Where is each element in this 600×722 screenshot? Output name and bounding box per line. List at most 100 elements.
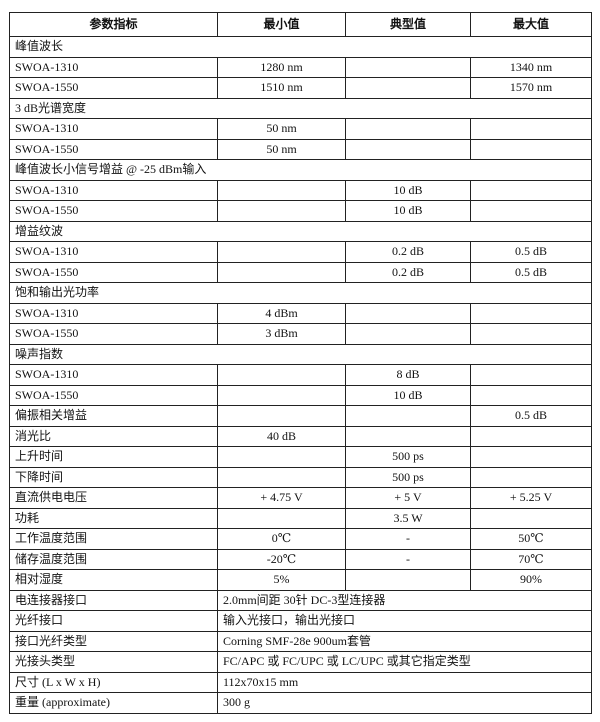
table-row: SWOA-1550 10 dB <box>9 200 592 222</box>
parameter-cell: 重量 (approximate) <box>9 692 218 714</box>
max-cell: 0.5 dB <box>470 405 592 427</box>
header-typical: 典型值 <box>345 12 471 37</box>
section-row: 增益纹波 <box>9 220 592 242</box>
typical-cell: - <box>345 528 471 550</box>
parameter-cell: SWOA-1550 <box>9 261 218 283</box>
value-cell: FC/APC 或 FC/UPC 或 LC/UPC 或其它指定类型 <box>217 651 592 673</box>
parameter-cell: 尺寸 (L x W x H) <box>9 671 218 693</box>
table-row: 光纤接口 输入光接口，输出光接口 <box>9 610 592 632</box>
min-cell <box>217 466 346 488</box>
min-cell: 1510 nm <box>217 77 346 99</box>
typical-cell <box>345 569 471 591</box>
min-cell: 3 dBm <box>217 323 346 345</box>
min-cell: 50 nm <box>217 138 346 160</box>
min-cell: + 4.75 V <box>217 487 346 509</box>
typical-cell: 3.5 W <box>345 507 471 529</box>
min-cell: 50 nm <box>217 118 346 140</box>
table-row: 直流供电电压 + 4.75 V + 5 V + 5.25 V <box>9 487 592 509</box>
table-row: SWOA-1310 50 nm <box>9 118 592 140</box>
min-cell <box>217 261 346 283</box>
table-row: 消光比 40 dB <box>9 425 592 447</box>
typical-cell: + 5 V <box>345 487 471 509</box>
typical-cell: 10 dB <box>345 384 471 406</box>
parameter-cell: 下降时间 <box>9 466 218 488</box>
typical-cell <box>345 302 471 324</box>
table-row: 储存温度范围 -20℃ -70℃ <box>9 548 592 570</box>
typical-cell: - <box>345 548 471 570</box>
typical-cell: 0.2 dB <box>345 261 471 283</box>
min-cell: 1280 nm <box>217 56 346 78</box>
header-parameter: 参数指标 <box>9 12 218 37</box>
max-cell <box>470 179 592 201</box>
table-row: 电连接器接口 2.0mm间距 30针 DC-3型连接器 <box>9 589 592 611</box>
table-row: SWOA-1550 3 dBm <box>9 323 592 345</box>
section-title: 峰值波长 <box>9 36 592 58</box>
table-row: 相对湿度 5% 90% <box>9 569 592 591</box>
parameter-cell: SWOA-1550 <box>9 77 218 99</box>
table-row: 功耗 3.5 W <box>9 507 592 529</box>
parameter-cell: SWOA-1310 <box>9 56 218 78</box>
typical-cell <box>345 425 471 447</box>
table-row: SWOA-1310 10 dB <box>9 179 592 201</box>
table-row: 偏振相关增益 0.5 dB <box>9 405 592 427</box>
typical-cell <box>345 405 471 427</box>
section-row: 饱和输出光功率 <box>9 282 592 304</box>
table-row: SWOA-1550 1510 nm 1570 nm <box>9 77 592 99</box>
table-row: SWOA-1310 1280 nm 1340 nm <box>9 56 592 78</box>
table-row: 下降时间 500 ps <box>9 466 592 488</box>
max-cell: + 5.25 V <box>470 487 592 509</box>
max-cell: 0.5 dB <box>470 241 592 263</box>
max-cell <box>470 138 592 160</box>
parameter-cell: SWOA-1310 <box>9 118 218 140</box>
section-title: 峰值波长小信号增益 @ -25 dBm输入 <box>9 159 592 181</box>
parameter-cell: SWOA-1550 <box>9 384 218 406</box>
min-cell <box>217 241 346 263</box>
header-max: 最大值 <box>470 12 592 37</box>
parameter-cell: 直流供电电压 <box>9 487 218 509</box>
value-cell: 112x70x15 mm <box>217 671 592 693</box>
table-row: 工作温度范围 0℃ -50℃ <box>9 528 592 550</box>
parameter-cell: SWOA-1310 <box>9 302 218 324</box>
max-cell: 0.5 dB <box>470 261 592 283</box>
min-cell <box>217 179 346 201</box>
max-cell: 50℃ <box>470 528 592 550</box>
typical-cell: 8 dB <box>345 364 471 386</box>
max-cell <box>470 466 592 488</box>
section-title: 饱和输出光功率 <box>9 282 592 304</box>
typical-cell <box>345 56 471 78</box>
min-cell <box>217 200 346 222</box>
parameter-cell: SWOA-1310 <box>9 364 218 386</box>
parameter-cell: 工作温度范围 <box>9 528 218 550</box>
parameter-cell: 偏振相关增益 <box>9 405 218 427</box>
table-row: 光接头类型 FC/APC 或 FC/UPC 或 LC/UPC 或其它指定类型 <box>9 651 592 673</box>
typical-cell <box>345 118 471 140</box>
table-row: SWOA-1310 4 dBm <box>9 302 592 324</box>
max-cell: 70℃ <box>470 548 592 570</box>
parameter-cell: 上升时间 <box>9 446 218 468</box>
parameter-cell: SWOA-1310 <box>9 241 218 263</box>
typical-cell <box>345 138 471 160</box>
table-body: 峰值波长 SWOA-1310 1280 nm 1340 nm SWOA-1550 1510… <box>9 36 592 714</box>
parameter-cell: 功耗 <box>9 507 218 529</box>
section-title: 3 dB光谱宽度 <box>9 97 592 119</box>
typical-cell: 500 ps <box>345 446 471 468</box>
max-cell: 90% <box>470 569 592 591</box>
parameter-cell: 接口光纤类型 <box>9 630 218 652</box>
min-cell: 4 dBm <box>217 302 346 324</box>
typical-cell: 500 ps <box>345 466 471 488</box>
table-row: SWOA-1550 0.2 dB 0.5 dB <box>9 261 592 283</box>
parameter-cell: 光接头类型 <box>9 651 218 673</box>
section-row: 峰值波长小信号增益 @ -25 dBm输入 <box>9 159 592 181</box>
spec-table: 参数指标 最小值 典型值 最大值 峰值波长 SWOA-1310 1280 nm 134… <box>9 12 592 714</box>
max-cell: 1570 nm <box>470 77 592 99</box>
section-title: 增益纹波 <box>9 220 592 242</box>
table-row: 上升时间 500 ps <box>9 446 592 468</box>
max-cell <box>470 425 592 447</box>
min-cell <box>217 446 346 468</box>
parameter-cell: 储存温度范围 <box>9 548 218 570</box>
parameter-cell: SWOA-1310 <box>9 179 218 201</box>
parameter-cell: 相对湿度 <box>9 569 218 591</box>
table-row: SWOA-1310 8 dB <box>9 364 592 386</box>
min-cell: 0℃ <box>217 528 346 550</box>
header-min: 最小值 <box>217 12 346 37</box>
